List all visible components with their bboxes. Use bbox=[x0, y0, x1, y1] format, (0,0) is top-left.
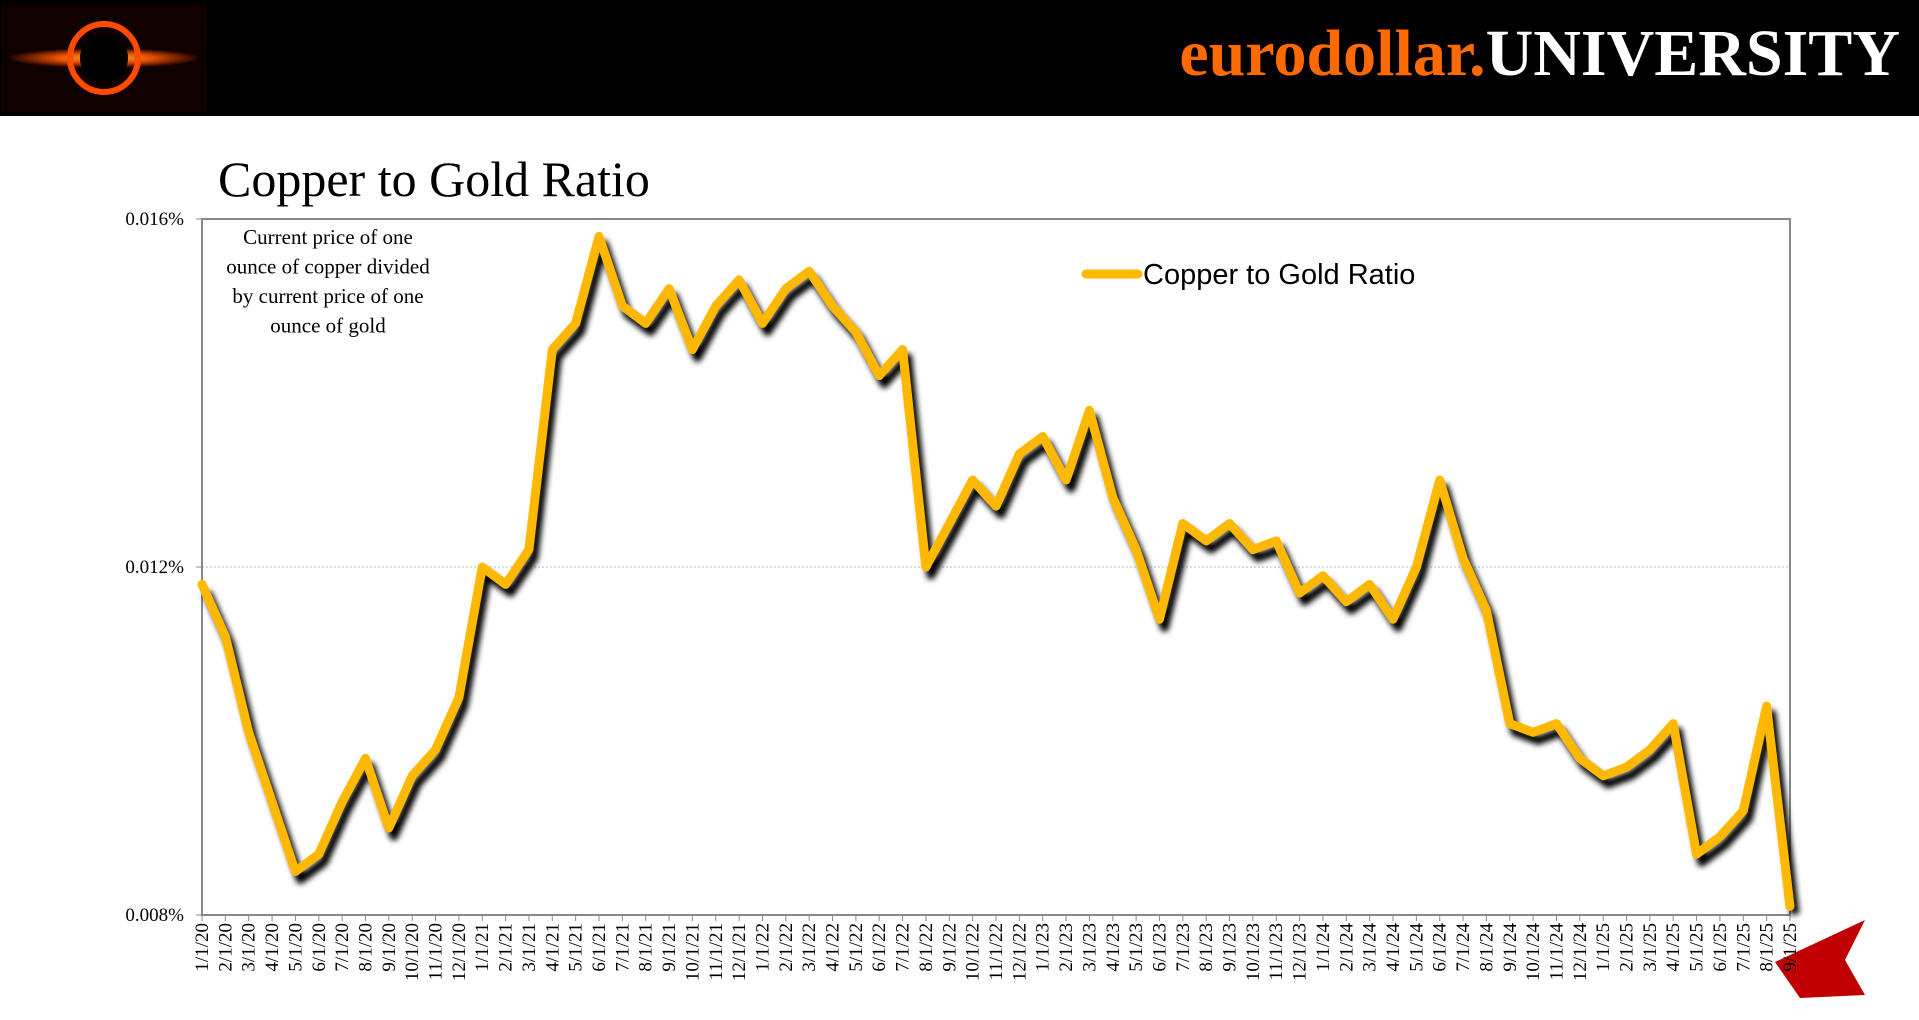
x-tick-label: 11/1/21 bbox=[706, 923, 727, 980]
x-tick-label: 1/1/25 bbox=[1593, 923, 1614, 972]
x-tick-label: 6/1/20 bbox=[309, 923, 330, 972]
x-tick-label: 5/1/22 bbox=[846, 923, 867, 972]
x-tick-label: 4/1/23 bbox=[1103, 923, 1124, 972]
x-tick-label: 2/1/22 bbox=[776, 923, 797, 972]
x-tick-label: 3/1/25 bbox=[1640, 923, 1661, 972]
x-tick-label: 3/1/23 bbox=[1079, 923, 1100, 972]
x-tick-label: 7/1/24 bbox=[1453, 923, 1474, 972]
x-tick-label: 12/1/22 bbox=[1009, 923, 1030, 981]
x-tick-label: 1/1/22 bbox=[752, 923, 773, 972]
x-tick-label: 4/1/25 bbox=[1663, 923, 1684, 972]
x-tick-label: 8/1/20 bbox=[355, 923, 376, 972]
x-tick-label: 3/1/24 bbox=[1360, 923, 1381, 972]
x-tick-label: 8/1/21 bbox=[636, 923, 657, 972]
x-tick-label: 7/1/20 bbox=[332, 923, 353, 972]
x-tick-label: 10/1/22 bbox=[963, 923, 984, 981]
y-tick-label: 0.012% bbox=[125, 557, 184, 578]
x-tick-label: 6/1/22 bbox=[869, 923, 890, 972]
x-tick-label: 2/1/23 bbox=[1056, 923, 1077, 972]
y-tick-label: 0.016% bbox=[125, 209, 184, 230]
header-bar bbox=[0, 0, 1919, 116]
annotation: by current price of one bbox=[232, 284, 423, 308]
annotation: ounce of copper divided bbox=[226, 255, 430, 279]
x-tick-label: 11/1/22 bbox=[986, 923, 1007, 980]
x-tick-label: 5/1/21 bbox=[566, 923, 587, 972]
x-tick-label: 8/1/25 bbox=[1757, 923, 1778, 972]
x-tick-label: 12/1/21 bbox=[729, 923, 750, 981]
x-tick-label: 6/1/23 bbox=[1149, 923, 1170, 972]
x-tick-label: 5/1/24 bbox=[1406, 923, 1427, 972]
x-tick-label: 4/1/24 bbox=[1383, 923, 1404, 972]
x-tick-label: 7/1/25 bbox=[1733, 923, 1754, 972]
x-tick-label: 6/1/25 bbox=[1710, 923, 1731, 972]
x-tick-label: 9/1/20 bbox=[379, 923, 400, 972]
legend-label: Copper to Gold Ratio bbox=[1143, 259, 1415, 291]
line bbox=[197, 231, 1795, 911]
x-tick-label: 6/1/21 bbox=[589, 923, 610, 972]
x-tick-label: 2/1/25 bbox=[1617, 923, 1638, 972]
x-tick-label: 10/1/23 bbox=[1243, 923, 1264, 981]
x-tick-label: 2/1/21 bbox=[496, 923, 517, 972]
x-tick-label: 3/1/22 bbox=[799, 923, 820, 972]
brand-right: UNIVERSITY bbox=[1486, 17, 1900, 90]
x-tick-label: 7/1/23 bbox=[1173, 923, 1194, 972]
x-tick-label: 12/1/24 bbox=[1570, 923, 1591, 982]
annotation: Current price of one bbox=[243, 225, 413, 249]
x-tick-label: 1/1/24 bbox=[1313, 923, 1334, 972]
arrow bbox=[1775, 920, 1865, 998]
brand: eurodollar.UNIVERSITY bbox=[1179, 17, 1900, 90]
x-tick-label: 1/1/20 bbox=[192, 923, 213, 972]
x-tick-label: 12/1/20 bbox=[449, 923, 470, 981]
x-tick-label: 11/1/20 bbox=[426, 923, 447, 980]
x-tick-label: 9/1/23 bbox=[1220, 923, 1241, 972]
x-tick-label: 9/1/21 bbox=[659, 923, 680, 972]
x-tick-label: 4/1/20 bbox=[262, 923, 283, 972]
x-tick-label: 10/1/24 bbox=[1523, 923, 1544, 982]
x-tick-label: 8/1/22 bbox=[916, 923, 937, 972]
x-tick-label: 12/1/23 bbox=[1290, 923, 1311, 981]
line-shadow bbox=[202, 239, 1800, 915]
x-tick-label: 9/1/22 bbox=[939, 923, 960, 972]
annotation: ounce of gold bbox=[270, 314, 386, 338]
x-tick-label: 9/1/24 bbox=[1500, 923, 1521, 972]
x-tick-label: 3/1/20 bbox=[239, 923, 260, 972]
x-tick-label: 1/1/21 bbox=[472, 923, 493, 972]
x-tick-label: 5/1/25 bbox=[1687, 923, 1708, 972]
logo bbox=[2, 4, 206, 112]
x-tick-label: 4/1/21 bbox=[542, 923, 563, 972]
x-tick-label: 8/1/23 bbox=[1196, 923, 1217, 972]
x-tick-label: 2/1/24 bbox=[1336, 923, 1357, 972]
x-tick-label: 2/1/20 bbox=[215, 923, 236, 972]
x-tick-label: 3/1/21 bbox=[519, 923, 540, 972]
brand-left: eurodollar. bbox=[1179, 17, 1485, 90]
x-tick-label: 6/1/24 bbox=[1430, 923, 1451, 972]
x-tick-label: 11/1/23 bbox=[1266, 923, 1287, 980]
x-tick-label: 10/1/21 bbox=[682, 923, 703, 981]
x-tick-label: 10/1/20 bbox=[402, 923, 423, 981]
x-tick-label: 8/1/24 bbox=[1476, 923, 1497, 972]
x-tick-label: 4/1/22 bbox=[823, 923, 844, 972]
x-tick-label: 11/1/24 bbox=[1546, 923, 1567, 981]
chart-title: Copper to Gold Ratio bbox=[218, 151, 650, 207]
x-tick-label: 1/1/23 bbox=[1033, 923, 1054, 972]
x-tick-label: 7/1/21 bbox=[612, 923, 633, 972]
x-tick-label: 9/1/25 bbox=[1780, 923, 1801, 972]
x-tick-label: 5/1/23 bbox=[1126, 923, 1147, 972]
x-tick-label: 5/1/20 bbox=[285, 923, 306, 972]
x-tick-label: 7/1/22 bbox=[893, 923, 914, 972]
y-tick-label: 0.008% bbox=[125, 905, 184, 926]
